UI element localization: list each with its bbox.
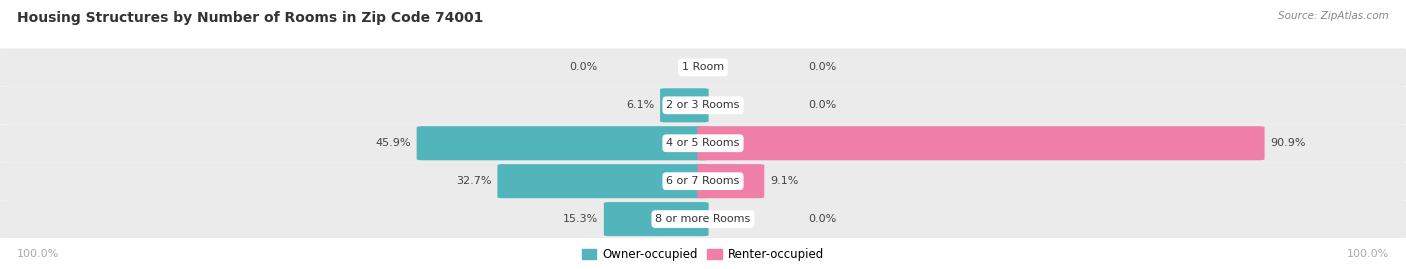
Text: 100.0%: 100.0% — [1347, 249, 1389, 259]
Text: 1 Room: 1 Room — [682, 62, 724, 72]
Text: 4 or 5 Rooms: 4 or 5 Rooms — [666, 138, 740, 148]
FancyBboxPatch shape — [603, 202, 709, 236]
Text: 6 or 7 Rooms: 6 or 7 Rooms — [666, 176, 740, 186]
FancyBboxPatch shape — [697, 164, 765, 198]
Text: 0.0%: 0.0% — [808, 214, 837, 224]
Text: Source: ZipAtlas.com: Source: ZipAtlas.com — [1278, 11, 1389, 21]
Text: 90.9%: 90.9% — [1270, 138, 1306, 148]
FancyBboxPatch shape — [498, 164, 709, 198]
Text: 0.0%: 0.0% — [808, 100, 837, 110]
FancyBboxPatch shape — [0, 48, 1406, 86]
Text: 0.0%: 0.0% — [569, 62, 598, 72]
Text: 8 or more Rooms: 8 or more Rooms — [655, 214, 751, 224]
Text: 32.7%: 32.7% — [457, 176, 492, 186]
Text: 9.1%: 9.1% — [770, 176, 799, 186]
Text: 15.3%: 15.3% — [562, 214, 598, 224]
Text: 100.0%: 100.0% — [17, 249, 59, 259]
FancyBboxPatch shape — [0, 86, 1406, 124]
Text: 0.0%: 0.0% — [808, 62, 837, 72]
Legend: Owner-occupied, Renter-occupied: Owner-occupied, Renter-occupied — [578, 243, 828, 266]
Text: 2 or 3 Rooms: 2 or 3 Rooms — [666, 100, 740, 110]
Text: 6.1%: 6.1% — [626, 100, 654, 110]
FancyBboxPatch shape — [0, 124, 1406, 162]
FancyBboxPatch shape — [0, 200, 1406, 238]
Text: Housing Structures by Number of Rooms in Zip Code 74001: Housing Structures by Number of Rooms in… — [17, 11, 484, 25]
FancyBboxPatch shape — [416, 126, 709, 160]
FancyBboxPatch shape — [0, 162, 1406, 200]
FancyBboxPatch shape — [659, 88, 709, 122]
FancyBboxPatch shape — [697, 126, 1264, 160]
Text: 45.9%: 45.9% — [375, 138, 411, 148]
